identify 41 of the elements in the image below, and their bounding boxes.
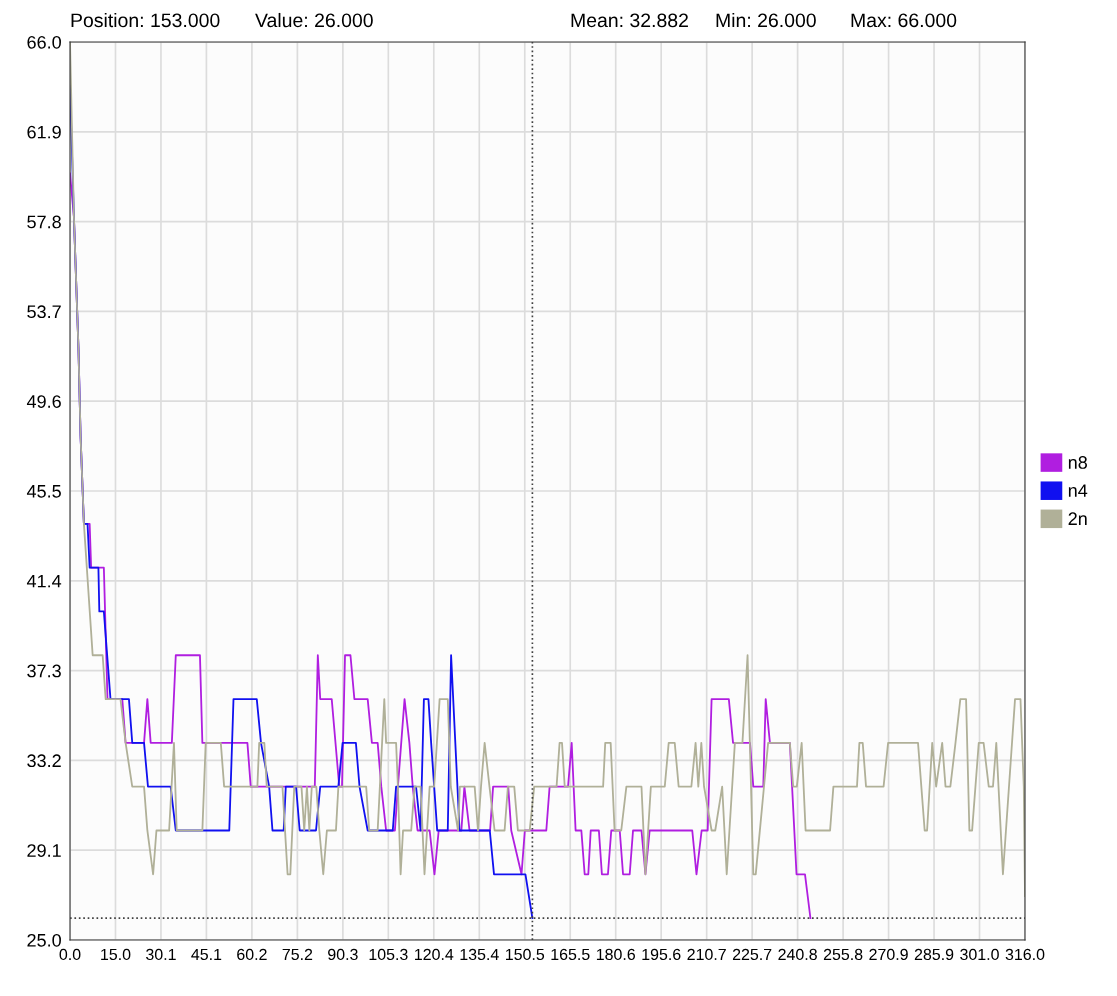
x-tick-label: 45.1	[191, 948, 222, 961]
x-tick-label: 165.5	[551, 948, 590, 961]
x-tick-label: 316.0	[1005, 948, 1045, 961]
y-tick-label: 33.2	[27, 754, 61, 768]
x-tick-label: 30.1	[146, 948, 176, 961]
y-tick-label: 61.9	[27, 125, 61, 139]
y-tick-label: 66.0	[27, 35, 61, 49]
x-tick-label: 60.2	[237, 948, 267, 961]
x-tick-label: 210.7	[687, 948, 726, 961]
x-tick-label: 285.9	[914, 948, 954, 961]
x-tick-label: 301.0	[960, 948, 999, 961]
x-tick-label: 75.2	[282, 948, 313, 961]
x-tick-label: 270.9	[869, 948, 908, 961]
x-tick-label: 180.6	[596, 948, 635, 961]
y-tick-label: 45.5	[26, 485, 61, 498]
x-tick-label: 135.4	[460, 948, 499, 961]
text: Position: 153.000	[71, 12, 220, 28]
x-tick-label: 195.6	[642, 948, 681, 961]
y-tick-label: 25.0	[27, 933, 61, 947]
text: Min: 26.000	[716, 12, 816, 28]
y-tick-label: 29.1	[27, 844, 61, 857]
x-tick-label: 105.3	[369, 948, 408, 961]
x-tick-label: 90.3	[328, 948, 358, 961]
text: Value: 26.000	[255, 12, 373, 28]
y-tick-label: 49.6	[26, 395, 61, 408]
x-tick-label: 240.8	[778, 948, 817, 961]
legend-label: 2n	[1068, 512, 1087, 525]
x-tick-label: 0.0	[59, 948, 81, 961]
y-tick-label: 37.3	[27, 664, 61, 678]
x-tick-label: 120.4	[415, 948, 454, 961]
x-tick-label: 15.0	[101, 948, 131, 961]
text: Mean: 32.882	[571, 13, 688, 28]
y-tick-label: 53.7	[27, 305, 61, 319]
text: Max: 66.000	[851, 13, 957, 28]
x-tick-label: 255.8	[823, 948, 863, 961]
legend-label: n4	[1068, 484, 1088, 497]
x-tick-label: 225.7	[732, 948, 772, 961]
legend-label: n8	[1068, 456, 1087, 469]
y-tick-label: 57.8	[27, 215, 61, 229]
y-tick-label: 41.4	[26, 574, 62, 588]
x-tick-label: 150.5	[506, 948, 545, 961]
